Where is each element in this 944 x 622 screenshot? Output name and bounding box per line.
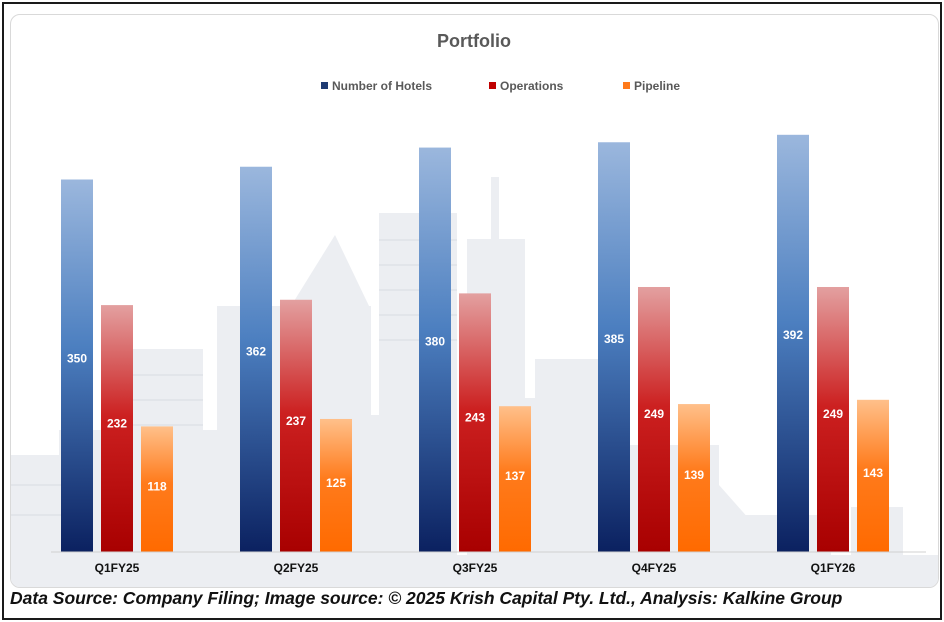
legend-swatch-operations: [489, 82, 496, 89]
data-label-pipeline-q4fy25: 139: [684, 468, 704, 482]
bar-operations-q3fy25: [459, 293, 491, 552]
chart-title: Portfolio: [437, 31, 511, 51]
bar-operations-q1fy26: [817, 286, 849, 552]
bars: [61, 134, 889, 553]
data-label-number-of-hotels-q1fy25: 350: [67, 351, 87, 365]
bar-operations-q2fy25: [280, 299, 312, 552]
data-label-number-of-hotels-q3fy25: 380: [425, 335, 445, 349]
source-caption: Data Source: Company Filing; Image sourc…: [10, 588, 843, 608]
bar-pipeline-q1fy25: [141, 426, 173, 552]
legend-label-pipeline: Pipeline: [634, 79, 680, 93]
data-labels: 350 232 118 362 237 125 380 243 137 385 249 139 392 2…: [67, 328, 883, 494]
x-tick-q4fy25: Q4FY25: [632, 561, 677, 575]
x-tick-q1fy26: Q1FY26: [811, 561, 856, 575]
legend-swatch-number-of-hotels: [321, 82, 328, 89]
bar-pipeline-q1fy26: [857, 399, 889, 552]
legend-label-number-of-hotels: Number of Hotels: [332, 79, 432, 93]
bar-number-of-hotels-q1fy25: [61, 179, 93, 552]
bar-operations-q1fy25: [101, 305, 133, 552]
data-label-pipeline-q1fy26: 143: [863, 466, 883, 480]
bar-pipeline-q2fy25: [320, 418, 352, 552]
bar-pipeline-q3fy25: [499, 406, 531, 552]
bar-number-of-hotels-q2fy25: [240, 166, 272, 552]
x-tick-q2fy25: Q2FY25: [274, 561, 319, 575]
x-axis-ticks: Q1FY25 Q2FY25 Q3FY25 Q4FY25 Q1FY26: [95, 561, 856, 575]
data-label-pipeline-q3fy25: 137: [505, 469, 525, 483]
chart-card: Portfolio Number of Hotels Operations Pipe…: [10, 14, 939, 588]
legend-swatch-pipeline: [623, 82, 630, 89]
bar-pipeline-q4fy25: [678, 404, 710, 552]
data-label-number-of-hotels-q2fy25: 362: [246, 345, 266, 359]
data-label-operations-q1fy25: 232: [107, 417, 127, 431]
bar-operations-q4fy25: [638, 286, 670, 552]
bar-number-of-hotels-q3fy25: [419, 147, 451, 553]
data-label-number-of-hotels-q1fy26: 392: [783, 328, 803, 342]
x-tick-q1fy25: Q1FY25: [95, 561, 140, 575]
data-label-operations-q3fy25: 243: [465, 411, 485, 425]
data-label-pipeline-q1fy25: 118: [147, 480, 167, 494]
legend-label-operations: Operations: [500, 79, 564, 93]
data-label-operations-q1fy26: 249: [823, 407, 843, 421]
legend: Number of Hotels Operations Pipeline: [321, 79, 680, 93]
data-label-operations-q4fy25: 249: [644, 407, 664, 421]
portfolio-chart: Portfolio Number of Hotels Operations Pipe…: [11, 31, 938, 587]
x-tick-q3fy25: Q3FY25: [453, 561, 498, 575]
data-label-operations-q2fy25: 237: [286, 414, 306, 428]
bar-number-of-hotels-q4fy25: [598, 142, 630, 552]
data-label-pipeline-q2fy25: 125: [326, 476, 346, 490]
bar-number-of-hotels-q1fy26: [777, 134, 809, 553]
data-label-number-of-hotels-q4fy25: 385: [604, 332, 624, 346]
